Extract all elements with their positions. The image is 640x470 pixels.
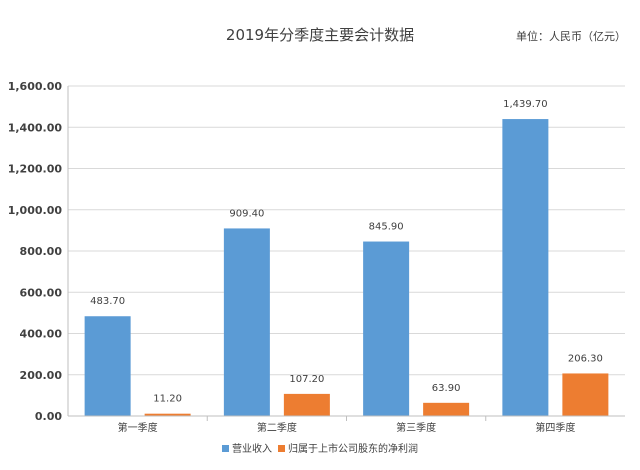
data-label: 206.30 bbox=[568, 353, 603, 364]
data-label: 909.40 bbox=[229, 208, 264, 219]
data-label: 483.70 bbox=[90, 296, 125, 307]
bar-revenue bbox=[84, 316, 131, 416]
bar-revenue bbox=[363, 241, 410, 416]
data-label: 107.20 bbox=[289, 374, 324, 385]
unit-note: 单位：人民币（亿元） bbox=[516, 29, 626, 43]
y-tick-label: 1,000.00 bbox=[8, 204, 63, 217]
data-labels-group: 483.70 11.20 909.40 107.20 845.90 63.90 1,439.… bbox=[90, 99, 603, 405]
y-axis: 0.00 200.00 400.00 600.00 800.00 1,000.00 1,20… bbox=[8, 80, 69, 423]
bar-net-profit bbox=[144, 413, 191, 416]
y-tick-label: 200.00 bbox=[20, 369, 63, 382]
bar-net-profit bbox=[562, 373, 609, 416]
bar-net-profit bbox=[283, 393, 330, 416]
y-tick-label: 800.00 bbox=[20, 245, 63, 258]
chart-title: 2019年分季度主要会计数据 bbox=[226, 26, 414, 44]
data-label: 63.90 bbox=[432, 383, 461, 394]
bars-group bbox=[84, 119, 609, 416]
x-tick-label: 第四季度 bbox=[535, 421, 575, 434]
legend-label-revenue: 营业收入 bbox=[232, 442, 272, 455]
x-tick-label: 第二季度 bbox=[257, 421, 297, 434]
bar-revenue bbox=[502, 119, 549, 416]
y-tick-label: 600.00 bbox=[20, 286, 63, 299]
legend-swatch-net-profit bbox=[278, 445, 285, 452]
data-label: 11.20 bbox=[153, 394, 182, 405]
bar-revenue bbox=[223, 228, 270, 416]
y-tick-label: 0.00 bbox=[35, 410, 62, 423]
y-tick-label: 1,600.00 bbox=[8, 80, 63, 93]
y-tick-label: 400.00 bbox=[20, 328, 63, 341]
legend-label-net-profit: 归属于上市公司股东的净利润 bbox=[288, 442, 418, 455]
y-tick-label: 1,200.00 bbox=[8, 163, 63, 176]
x-tick-label: 第一季度 bbox=[118, 421, 158, 434]
x-axis: 第一季度 第二季度 第三季度 第四季度 bbox=[68, 415, 625, 434]
data-label: 1,439.70 bbox=[503, 99, 548, 110]
gridlines bbox=[68, 85, 625, 376]
legend: 营业收入 归属于上市公司股东的净利润 bbox=[222, 442, 418, 455]
legend-swatch-revenue bbox=[222, 445, 229, 452]
bar-net-profit bbox=[423, 402, 470, 416]
data-label: 845.90 bbox=[369, 222, 404, 233]
x-tick-label: 第三季度 bbox=[396, 421, 436, 434]
y-tick-label: 1,400.00 bbox=[8, 121, 63, 134]
